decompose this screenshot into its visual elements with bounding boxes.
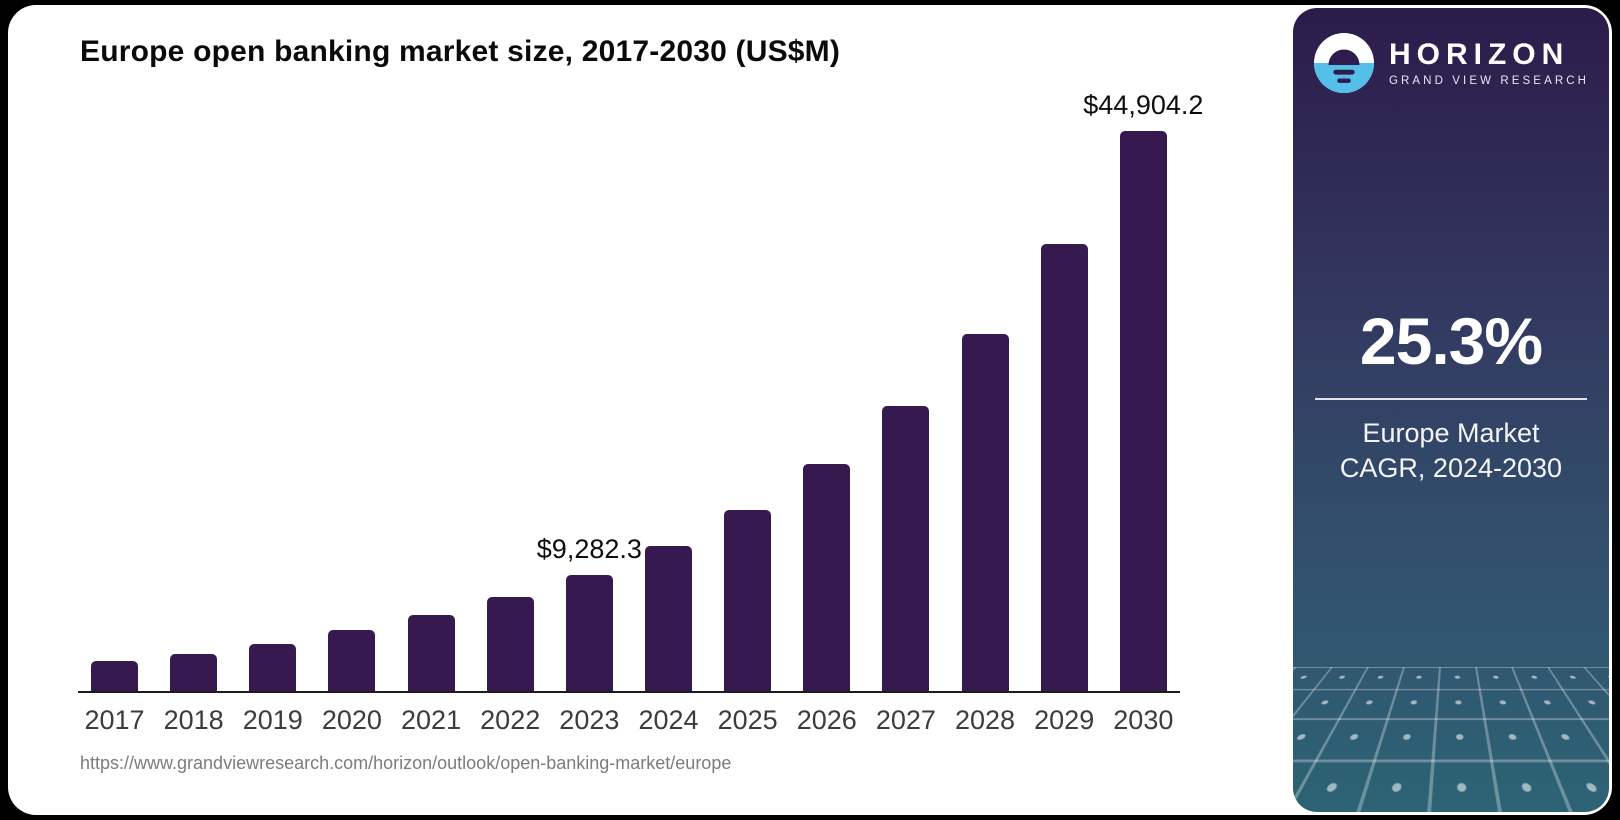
sidebar: HORIZON GRAND VIEW RESEARCH 25.3% Europe…	[1293, 8, 1609, 812]
x-tick-2029: 2029	[1034, 705, 1095, 735]
stat-label-market: Europe Market	[1362, 418, 1540, 448]
report-card: Europe open banking market size, 2017-20…	[8, 5, 1612, 815]
horizon-sun-icon	[1313, 32, 1374, 94]
bar-column-2027: 2027	[876, 133, 936, 735]
cagr-value: 25.3%	[1359, 304, 1543, 378]
bar-2019	[249, 643, 297, 691]
brand-subtitle: GRAND VIEW RESEARCH	[1388, 75, 1590, 88]
bar-column-2018: 2018	[164, 133, 224, 735]
stat-divider	[1315, 398, 1587, 400]
bar-2024	[644, 546, 692, 691]
chart-title: Europe open banking market size, 2017-20…	[80, 35, 841, 68]
bar-2020	[328, 630, 376, 691]
x-tick-2025: 2025	[717, 705, 778, 735]
bar-column-2025: 2025	[718, 133, 778, 735]
bar-2026	[803, 463, 851, 691]
x-tick-2030: 2030	[1113, 705, 1174, 735]
x-tick-2022: 2022	[480, 705, 541, 735]
plot-area: 2017 2018 2019 2020 2021 2022 $9,282.3 2023 2024…	[78, 90, 1203, 735]
bar-2027	[882, 406, 930, 691]
bar-column-2028: 2028	[955, 133, 1015, 735]
x-tick-2019: 2019	[242, 705, 303, 735]
value-label-2030: $44,904.2	[1083, 90, 1204, 120]
bar-column-2024: 2024	[638, 133, 699, 735]
x-tick-2020: 2020	[321, 705, 382, 735]
x-tick-2024: 2024	[638, 705, 699, 735]
bar-column-2021: 2021	[401, 133, 461, 735]
bar-column-2023: $9,282.3 2023	[537, 133, 642, 735]
x-tick-2017: 2017	[84, 705, 145, 735]
bar-2021	[407, 614, 455, 691]
bar-column-2017: 2017	[84, 133, 145, 735]
bar-column-2019: 2019	[243, 133, 303, 735]
x-tick-2021: 2021	[401, 705, 462, 735]
bar-2022	[486, 596, 534, 691]
x-tick-2023: 2023	[559, 705, 620, 735]
stat-label-period: CAGR, 2024-2030	[1339, 453, 1563, 484]
bar-2030	[1119, 131, 1167, 691]
source-url: https://www.grandviewresearch.com/horizo…	[80, 753, 732, 773]
brand-name: HORIZON	[1388, 37, 1570, 71]
x-tick-2027: 2027	[875, 705, 936, 735]
brand-text: HORIZON GRAND VIEW RESEARCH	[1389, 39, 1589, 88]
brand-logo: HORIZON GRAND VIEW RESEARCH	[1293, 32, 1609, 94]
bar-2025	[724, 509, 772, 691]
bar-2029	[1040, 244, 1088, 691]
horizon-mesh-decoration	[1293, 667, 1609, 812]
bar-column-2022: 2022	[480, 133, 540, 735]
x-tick-2026: 2026	[796, 705, 857, 735]
x-tick-2028: 2028	[955, 705, 1016, 735]
cagr-stat: 25.3% Europe Market CAGR, 2024-2030	[1293, 308, 1609, 486]
bar-2028	[961, 334, 1009, 691]
x-tick-2018: 2018	[163, 705, 224, 735]
bar-column-2026: 2026	[797, 133, 857, 735]
bar-2017	[91, 661, 138, 691]
bar-column-2020: 2020	[322, 133, 382, 735]
bar-2023	[565, 575, 613, 691]
bar-column-2030: $44,904.2 2030	[1083, 90, 1203, 735]
bar-column-2029: 2029	[1034, 133, 1094, 735]
value-label-2023: $9,282.3	[536, 534, 642, 565]
bar-2018	[170, 653, 218, 691]
